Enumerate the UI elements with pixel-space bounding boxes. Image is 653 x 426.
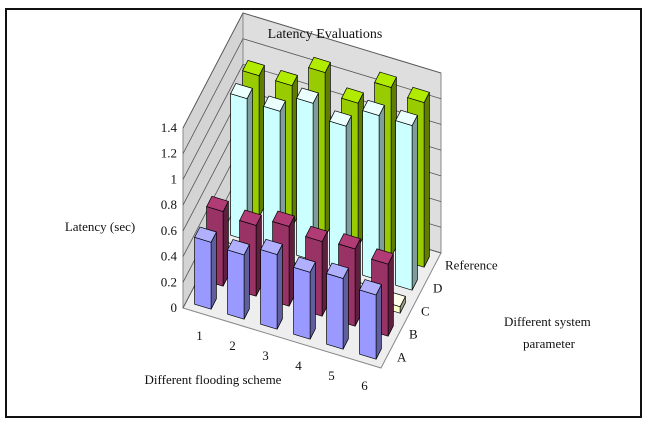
bar-side [423,92,430,268]
bar [260,238,283,330]
y-tick-label: 1.4 [161,120,178,135]
bar-front [359,289,377,360]
bar-top [308,56,331,74]
bar-top [395,109,418,127]
bar [329,110,352,271]
bar [359,279,382,360]
x-axis-label: Different flooding scheme [145,372,282,387]
chart-title: Latency Evaluations [268,27,383,42]
x-tick-label: 5 [328,368,335,383]
y-tick-label: 0.4 [161,249,178,264]
bar-top [326,262,349,279]
z-axis-label-line-2: parameter [523,336,576,351]
y-tick-label: 0.2 [161,274,177,289]
y-tick-label: 0.8 [161,197,177,212]
bar [194,226,217,310]
bar-top [230,82,253,100]
bar-top [260,238,283,256]
bar-top [239,209,262,226]
bar-top [341,87,364,104]
bar [395,109,418,291]
bar-top [272,210,295,227]
bar-top [263,95,286,112]
bar-front [260,249,278,330]
bar-side [210,231,217,310]
bar-top [194,226,217,243]
y-tick-label: 0.6 [161,223,178,238]
bar-top [296,87,319,104]
bar-top [371,248,394,265]
z-axis-label-line-1: Different system [504,314,591,329]
z-tick-label: B [409,327,418,342]
x-tick-label: 6 [361,378,368,393]
bar-side [411,115,418,291]
bar [296,87,319,261]
bar-top [362,99,385,117]
z-axis-label: Different system parameter [504,314,594,351]
bar-top [293,256,316,273]
bar-side [387,253,394,337]
bar [362,99,385,281]
bar-top [329,110,352,127]
z-tick-label: C [421,304,430,319]
y-tick-label: 1.2 [161,146,177,161]
bar [326,262,349,350]
bar-top [338,233,361,250]
x-tick-label: 3 [262,348,269,363]
bar-top [407,86,430,104]
z-tick-label: Reference [445,258,498,273]
bar-front [293,266,311,340]
bar-front [194,236,212,310]
x-tick-label: 1 [196,328,203,343]
bar-side [276,244,283,330]
bar-side [309,261,316,340]
x-tick-label: 4 [295,358,302,373]
y-tick-label: 1 [171,171,178,186]
bar-front [326,273,344,350]
chart-bars [194,56,430,360]
x-tick-label: 2 [229,338,236,353]
y-axis-label: Latency (sec) [65,219,135,234]
x-axis-ticks: 1 2 3 4 5 6 [196,328,368,393]
gridline [182,38,442,154]
bar [230,82,253,241]
bar [293,256,316,340]
bar-top [305,225,328,243]
bar-top [242,59,265,77]
bar-top [227,239,250,256]
bar-top [275,69,298,87]
bar-front [395,120,413,291]
bar-side [243,244,250,320]
y-axis-ticks: 0 0.2 0.4 0.6 0.8 1 1.2 1.4 [161,120,178,315]
bar [227,239,250,320]
y-tick-label: 0 [171,300,178,315]
bar-front [227,249,245,320]
bar-side [342,267,349,350]
bar-side [375,284,382,360]
z-tick-label: A [397,350,407,365]
bar-top [359,279,382,296]
gridline [182,12,442,129]
z-tick-label: D [433,281,442,296]
bar-top [206,195,229,213]
bar-top [374,71,397,88]
